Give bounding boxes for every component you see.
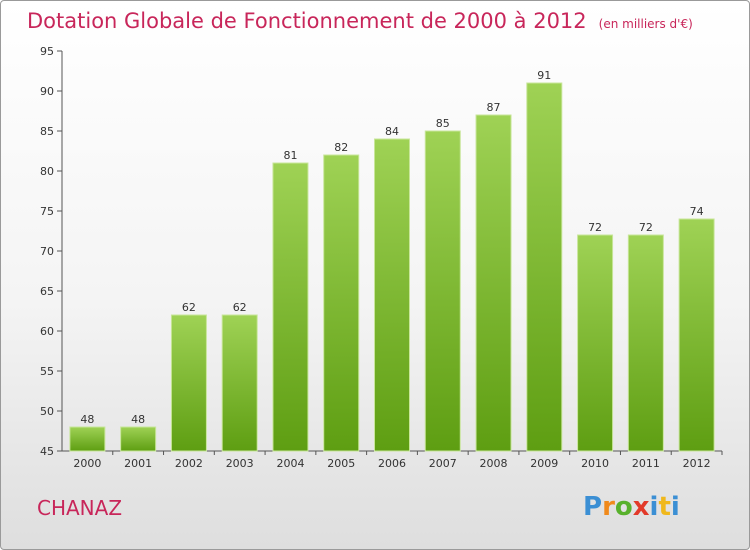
x-tick-label: 2007 [429, 457, 457, 470]
y-tick-label: 95 [40, 45, 54, 58]
y-tick-label: 65 [40, 285, 54, 298]
y-tick-label: 85 [40, 125, 54, 138]
x-tick-label: 2003 [226, 457, 254, 470]
x-tick-label: 2008 [480, 457, 508, 470]
bars [69, 82, 715, 452]
x-tick-label: 2006 [378, 457, 406, 470]
x-tick-label: 2005 [327, 457, 355, 470]
chart-title: Dotation Globale de Fonctionnement de 20… [27, 9, 693, 33]
logo-letter: i [649, 492, 659, 522]
x-tick-label: 2002 [175, 457, 203, 470]
x-tick-label: 2001 [124, 457, 152, 470]
bar-value-label: 87 [487, 101, 501, 114]
bar [170, 314, 207, 452]
bar-value-label: 85 [436, 117, 450, 130]
bar-value-label: 72 [639, 221, 653, 234]
bar-value-label: 62 [182, 301, 196, 314]
bar [120, 426, 157, 452]
x-tick-label: 2010 [581, 457, 609, 470]
bar-value-label: 91 [537, 69, 551, 82]
logo-letter: i [670, 492, 680, 522]
bar [424, 130, 461, 452]
bar-value-label: 62 [233, 301, 247, 314]
y-tick-label: 55 [40, 365, 54, 378]
bar-value-label: 74 [690, 205, 704, 218]
y-tick-label: 70 [40, 245, 54, 258]
x-tick-label: 2004 [276, 457, 304, 470]
axes: 45 50 55 60 65 70 75 80 85 90 95 2000 2001 2002 2003 20… [40, 45, 723, 470]
bar [272, 162, 309, 452]
bar [678, 218, 715, 452]
value-labels: 48 48 62 62 81 82 84 85 87 91 72 72 74 [80, 69, 703, 426]
bar [577, 234, 614, 452]
y-tick-label: 75 [40, 205, 54, 218]
bar-value-label: 72 [588, 221, 602, 234]
bar [69, 426, 106, 452]
y-tick-label: 90 [40, 85, 54, 98]
bar-value-label: 48 [131, 413, 145, 426]
y-tick-label: 50 [40, 405, 54, 418]
bar [221, 314, 258, 452]
logo-letter: o [614, 492, 633, 522]
logo-letter: x [632, 492, 650, 522]
proxiti-logo[interactable]: Proxiti [583, 492, 680, 522]
bar [323, 154, 360, 452]
y-tick-label: 60 [40, 325, 54, 338]
commune-name: CHANAZ [37, 496, 123, 520]
chart-title-text: Dotation Globale de Fonctionnement de 20… [27, 9, 587, 33]
bar-value-label: 81 [283, 149, 297, 162]
bar [374, 138, 410, 452]
x-tick-label: 2009 [530, 457, 558, 470]
y-tick-label: 45 [40, 445, 54, 458]
logo-letter: r [602, 492, 615, 522]
bar [526, 82, 563, 452]
bar-value-label: 48 [80, 413, 94, 426]
x-tick-label: 2011 [632, 457, 660, 470]
bar [475, 114, 512, 452]
bar-value-label: 84 [385, 125, 399, 138]
y-tick-label: 80 [40, 165, 54, 178]
x-tick-label: 2000 [73, 457, 101, 470]
bar-value-label: 82 [334, 141, 348, 154]
logo-letter: P [583, 492, 603, 522]
x-tick-label: 2012 [683, 457, 711, 470]
bar [627, 234, 664, 452]
logo-letter: t [658, 492, 671, 522]
chart-unit: (en milliers d'€) [598, 17, 693, 31]
